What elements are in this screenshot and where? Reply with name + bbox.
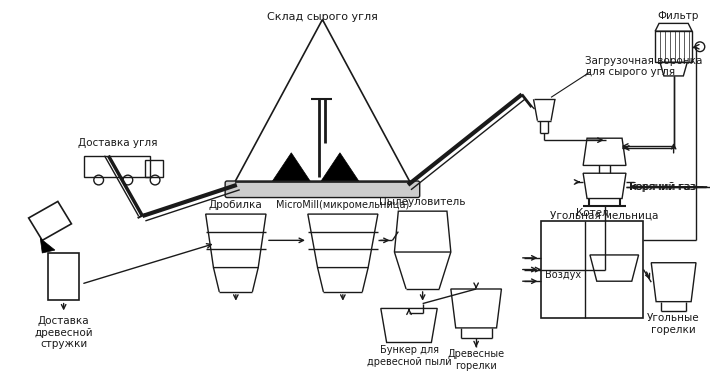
Polygon shape [40,238,55,253]
Bar [146,159,163,177]
Text: Горячий газ: Горячий газ [630,182,696,192]
Text: Древесные
горелки: Древесные горелки [448,349,505,371]
Text: Пылеуловитель: Пылеуловитель [379,197,466,207]
Text: Бункер для
древесной пыли: Бункер для древесной пыли [367,345,451,367]
Text: Дробилка: Дробилка [209,200,263,210]
Polygon shape [320,153,360,182]
Text: Фильтр: Фильтр [657,11,698,21]
Bar [655,31,692,62]
FancyBboxPatch shape [225,181,420,198]
Text: Загрузочная воронка
для сырого угля: Загрузочная воронка для сырого угля [585,55,703,77]
Text: Склад сырого угля: Склад сырого угля [267,12,378,22]
Text: Доставка угля: Доставка угля [79,138,158,148]
Text: Угольные
горелки: Угольные горелки [647,313,700,335]
Text: Доставка
древесной
стружки: Доставка древесной стружки [34,316,93,349]
Bar [48,253,79,300]
Text: Воздух: Воздух [545,270,581,279]
Text: МicroMill(микромельница): МicroMill(микромельница) [276,200,409,210]
Text: Горячий газ: Горячий газ [629,182,695,192]
Bar [84,156,150,177]
Polygon shape [272,153,311,182]
Text: Угольная мельница: Угольная мельница [550,210,659,220]
Text: Котел: Котел [576,208,608,218]
Bar [542,221,644,318]
